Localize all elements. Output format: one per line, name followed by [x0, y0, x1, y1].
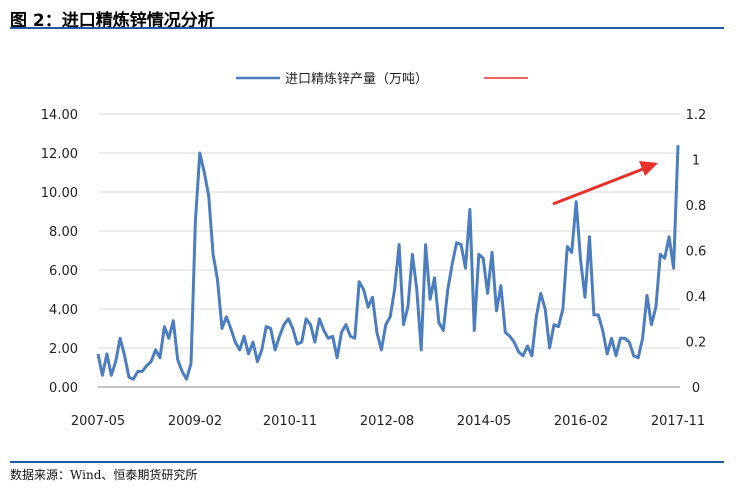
trend-arrow — [552, 161, 658, 206]
y-right-tick-label: 0 — [692, 381, 700, 396]
y-left-tick-label: 14.00 — [41, 108, 78, 123]
x-tick-label: 2012-08 — [360, 414, 414, 429]
y-left-tick-label: 12.00 — [41, 147, 78, 162]
y-right-tick-label: 0.2 — [686, 336, 707, 351]
right-tick-labels: 0 0.2 0.4 0.6 0.8 1 1.2 — [686, 108, 707, 396]
y-left-tick-label: 10.00 — [41, 186, 78, 201]
y-left-tick-label: 4.00 — [49, 303, 78, 318]
trend-arrow-shaft — [552, 167, 644, 206]
series-line-imports — [96, 145, 680, 381]
x-tick-label: 2007-05 — [71, 414, 125, 429]
y-right-tick-label: 0.6 — [686, 245, 707, 260]
x-tick-label: 2017-11 — [651, 414, 705, 429]
y-left-tick-label: 6.00 — [49, 264, 78, 279]
y-right-tick-label: 1.2 — [686, 108, 707, 123]
y-right-tick-label: 0.8 — [686, 199, 707, 214]
legend: 进口精炼锌产量（万吨） — [236, 72, 528, 87]
x-tick-label: 2009-02 — [168, 414, 222, 429]
x-tick-label: 2010-11 — [263, 414, 317, 429]
x-tick-label: 2016-02 — [554, 414, 608, 429]
left-tick-labels: 0.00 2.00 4.00 6.00 8.00 10.00 12.00 14.00 — [41, 108, 78, 396]
source-note: 数据来源：Wind、恒泰期货研究所 — [10, 468, 198, 482]
y-right-tick-label: 1 — [692, 154, 700, 169]
x-tick-labels: 2007-05 2009-02 2010-11 2012-08 2014-05 2016-… — [71, 414, 705, 429]
y-left-tick-label: 0.00 — [49, 381, 78, 396]
y-left-tick-label: 8.00 — [49, 225, 78, 240]
y-right-tick-label: 0.4 — [686, 290, 707, 305]
x-tick-label: 2014-05 — [457, 414, 511, 429]
legend-label-series-1: 进口精炼锌产量（万吨） — [285, 72, 428, 87]
figure-title: 图 2：进口精炼锌情况分析 — [10, 11, 215, 31]
trend-arrow-head — [639, 161, 658, 176]
y-left-tick-label: 2.00 — [49, 342, 78, 357]
